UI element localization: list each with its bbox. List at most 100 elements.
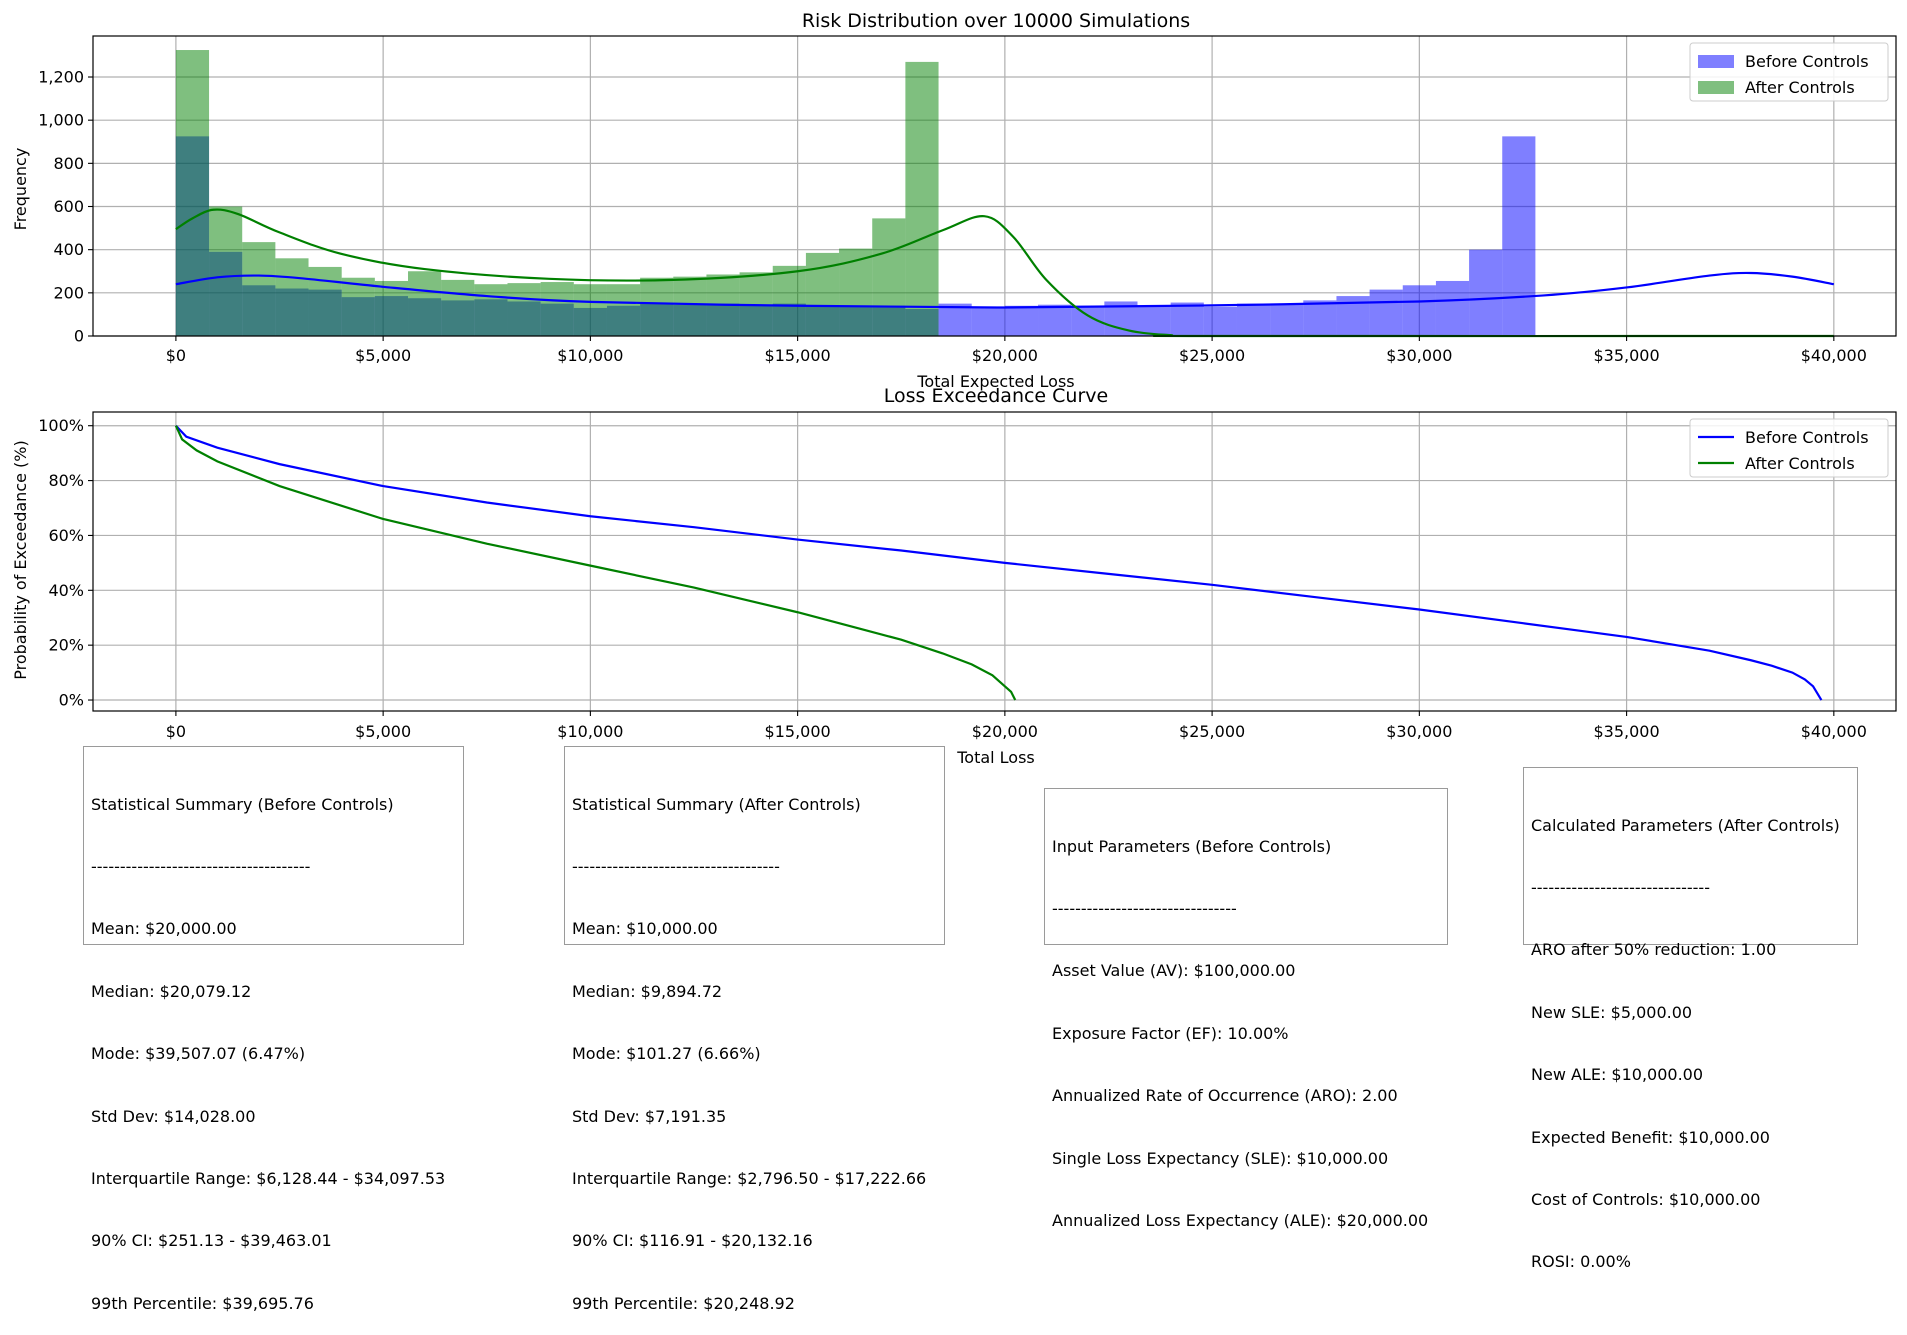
hist-bar-after: [474, 284, 508, 336]
grid: [93, 412, 1896, 711]
before-controls-summary-box: Statistical Summary (Before Controls) --…: [83, 746, 464, 1313]
x-tick-label: $30,000: [1386, 722, 1452, 741]
x-tick-label: $10,000: [557, 346, 623, 365]
hist-bar-before: [1502, 136, 1536, 336]
expected-benefit-value: Expected Benefit: $10,000.00: [1531, 1127, 1770, 1147]
x-tick-label: $5,000: [355, 346, 411, 365]
hist-bar-after: [275, 258, 309, 336]
x-tick-label: $0: [166, 722, 186, 741]
y-tick-label: 20%: [48, 636, 84, 655]
hist-bar-after: [573, 284, 607, 336]
aro-value: Annualized Rate of Occurrence (ARO): 2.0…: [1052, 1086, 1398, 1106]
legend-frame: [1689, 418, 1889, 478]
y-tick-label: 400: [53, 240, 84, 259]
p99-value: 99th Percentile: $20,248.92: [572, 1293, 795, 1313]
exceedance-lines: [174, 424, 1823, 701]
legend-frame: [1689, 42, 1889, 102]
hist-bar-before: [1236, 303, 1271, 336]
risk-distribution-chart: Risk Distribution over 10000 Simulations…: [11, 10, 1897, 391]
new-aro-value: ARO after 50% reduction: 1.00: [1531, 940, 1777, 960]
hist-bar-before: [1270, 304, 1304, 336]
x-axis-ticks: $0 $5,000 $10,000 $15,000 $20,000 $25,000 $30,…: [166, 336, 1867, 365]
after-controls-summary-box: Statistical Summary (After Controls) ---…: [564, 746, 945, 1313]
x-tick-label: $20,000: [972, 722, 1038, 741]
x-tick-label: $40,000: [1801, 722, 1867, 741]
legend-label: Before Controls: [1745, 428, 1869, 447]
new-ale-value: New ALE: $10,000.00: [1531, 1065, 1704, 1085]
hist-bar-after: [540, 282, 574, 336]
std-dev-value: Std Dev: $14,028.00: [91, 1106, 256, 1126]
exceedance-line-after: [174, 425, 1017, 701]
x-tick-label: $30,000: [1386, 346, 1452, 365]
hist-bar-before: [1203, 306, 1237, 336]
plot-frame: [92, 411, 1897, 712]
hist-bar-after: [242, 242, 276, 336]
legend-label: After Controls: [1745, 454, 1855, 473]
hist-bar-after: [408, 271, 442, 336]
y-axis-ticks: 0% 20% 40% 60% 80% 100%: [38, 416, 93, 710]
hist-bar-after: [175, 50, 210, 336]
iqr-value: Interquartile Range: $2,796.50 - $17,222…: [572, 1168, 927, 1188]
hist-bar-after: [441, 279, 475, 336]
y-tick-label: 600: [53, 197, 84, 216]
hist-bar-before: [1038, 304, 1072, 336]
box-separator: --------------------------------: [1052, 898, 1237, 918]
hist-bar-after: [606, 284, 641, 336]
x-tick-label: $0: [166, 346, 186, 365]
mean-value: Mean: $10,000.00: [572, 919, 718, 939]
legend: Before Controls After Controls: [1689, 42, 1889, 102]
x-tick-label: $10,000: [557, 722, 623, 741]
hist-bar-before: [1303, 300, 1337, 336]
y-tick-label: 800: [53, 154, 84, 173]
hist-bar-after: [872, 218, 906, 336]
mean-value: Mean: $20,000.00: [91, 919, 237, 939]
hist-bar-after: [507, 283, 541, 336]
hist-bar-before: [971, 307, 1005, 336]
hist-bar-after: [308, 266, 342, 336]
y-tick-label: 0: [74, 327, 84, 346]
median-value: Median: $9,894.72: [572, 981, 723, 1001]
box-separator: --------------------------------------: [91, 856, 311, 876]
p99-value: 99th Percentile: $39,695.76: [91, 1293, 314, 1313]
figure: Risk Distribution over 10000 Simulations…: [11, 10, 1897, 767]
y-tick-label: 100%: [38, 416, 84, 435]
ci-value: 90% CI: $116.91 - $20,132.16: [572, 1231, 813, 1251]
hist-bar-after: [839, 248, 873, 336]
calculated-parameters-box: Calculated Parameters (After Controls) -…: [1523, 767, 1858, 1271]
mode-value: Mode: $39,507.07 (6.47%): [91, 1044, 306, 1064]
cost-of-controls-value: Cost of Controls: $10,000.00: [1531, 1189, 1761, 1209]
iqr-value: Interquartile Range: $6,128.44 - $34,097…: [91, 1168, 446, 1188]
legend-swatch: [1698, 81, 1734, 94]
hist-bar-before: [938, 303, 972, 336]
histogram-after-controls: [175, 50, 939, 336]
asset-value: Asset Value (AV): $100,000.00: [1052, 961, 1296, 981]
new-sle-value: New SLE: $5,000.00: [1531, 1002, 1693, 1022]
x-tick-label: $15,000: [765, 346, 831, 365]
hist-bar-before: [1435, 280, 1470, 336]
loss-exceedance-chart: Loss Exceedance Curve $0 $5,000 $10,000 $15…: [11, 385, 1897, 767]
median-value: Median: $20,079.12: [91, 981, 252, 1001]
x-tick-label: $15,000: [765, 722, 831, 741]
legend: Before Controls After Controls: [1689, 418, 1889, 478]
x-tick-label: $35,000: [1594, 722, 1660, 741]
ale-value: Annualized Loss Expectancy (ALE): $20,00…: [1052, 1210, 1429, 1230]
x-tick-label: $35,000: [1594, 346, 1660, 365]
y-tick-label: 60%: [48, 526, 84, 545]
y-tick-label: 0%: [59, 691, 84, 710]
legend-label: After Controls: [1745, 78, 1855, 97]
y-axis-ticks: 0 200 400 600 800 1,000 1,200: [38, 68, 93, 346]
x-axis-ticks: $0 $5,000 $10,000 $15,000 $20,000 $25,000 $30,…: [166, 711, 1867, 741]
y-axis-label: Probability of Exceedance (%): [11, 440, 30, 679]
x-tick-label: $40,000: [1801, 346, 1867, 365]
x-tick-label: $5,000: [355, 722, 411, 741]
hist-bar-after: [673, 276, 707, 336]
sle-value: Single Loss Expectancy (SLE): $10,000.00: [1052, 1148, 1389, 1168]
hist-bar-before: [1469, 249, 1503, 336]
box-separator: ------------------------------------: [572, 856, 780, 876]
legend-swatch: [1698, 55, 1734, 68]
x-axis-label: Total Loss: [956, 748, 1035, 767]
x-tick-label: $25,000: [1179, 346, 1245, 365]
exposure-factor: Exposure Factor (EF): 10.00%: [1052, 1023, 1289, 1043]
x-axis-label: Total Expected Loss: [916, 372, 1074, 391]
hist-bar-after: [374, 280, 409, 336]
